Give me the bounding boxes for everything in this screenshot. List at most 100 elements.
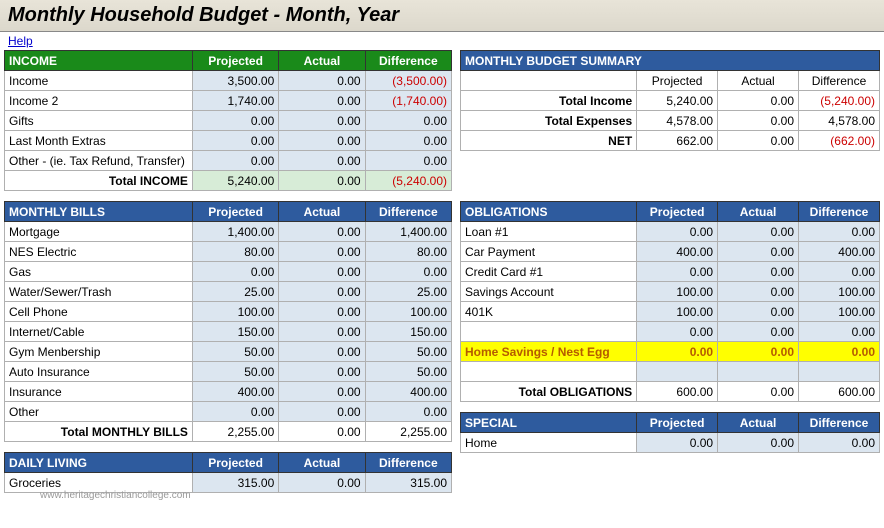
- cell-difference[interactable]: 400.00: [365, 382, 451, 402]
- table-row: Water/Sewer/Trash25.000.0025.00: [5, 282, 452, 302]
- home-savings-difference[interactable]: 0.00: [799, 342, 880, 362]
- cell-difference[interactable]: 0.00: [365, 111, 451, 131]
- cell-projected[interactable]: 400.00: [637, 242, 718, 262]
- cell-difference[interactable]: (5,240.00): [799, 91, 880, 111]
- cell-difference[interactable]: 315.00: [365, 473, 451, 493]
- cell-actual[interactable]: 0.00: [718, 433, 799, 453]
- cell-difference[interactable]: 0.00: [365, 131, 451, 151]
- cell-actual[interactable]: 0.00: [279, 402, 365, 422]
- cell-projected[interactable]: 0.00: [637, 262, 718, 282]
- cell-projected[interactable]: 4,578.00: [637, 111, 718, 131]
- cell-actual[interactable]: 0.00: [279, 222, 365, 242]
- help-row: Help: [0, 32, 884, 50]
- table-row: Home0.000.000.00: [461, 433, 880, 453]
- cell-projected[interactable]: 50.00: [192, 342, 278, 362]
- row-label: Income: [5, 71, 193, 91]
- cell-projected[interactable]: 0.00: [637, 222, 718, 242]
- row-label: NET: [461, 131, 637, 151]
- cell-actual[interactable]: 0.00: [279, 382, 365, 402]
- cell-difference[interactable]: 1,400.00: [365, 222, 451, 242]
- cell-projected[interactable]: 100.00: [192, 302, 278, 322]
- cell-difference[interactable]: (1,740.00): [365, 91, 451, 111]
- monthly-bills-total-difference[interactable]: 2,255.00: [365, 422, 451, 442]
- income-total-actual[interactable]: 0.00: [279, 171, 365, 191]
- obligations-total-difference[interactable]: 600.00: [799, 382, 880, 402]
- cell-actual[interactable]: 0.00: [279, 362, 365, 382]
- cell-actual[interactable]: 0.00: [718, 262, 799, 282]
- cell-projected[interactable]: 100.00: [637, 302, 718, 322]
- cell-projected[interactable]: 662.00: [637, 131, 718, 151]
- cell-difference[interactable]: 100.00: [799, 302, 880, 322]
- cell-difference[interactable]: 25.00: [365, 282, 451, 302]
- cell-difference[interactable]: 0.00: [799, 433, 880, 453]
- cell-difference[interactable]: 0.00: [799, 322, 880, 342]
- cell-actual[interactable]: 0.00: [279, 242, 365, 262]
- cell-difference[interactable]: (3,500.00): [365, 71, 451, 91]
- cell-difference[interactable]: 4,578.00: [799, 111, 880, 131]
- cell-actual[interactable]: 0.00: [279, 342, 365, 362]
- cell-difference[interactable]: 100.00: [365, 302, 451, 322]
- obligations-total-actual[interactable]: 0.00: [718, 382, 799, 402]
- cell-actual[interactable]: 0.00: [718, 322, 799, 342]
- cell-actual[interactable]: 0.00: [718, 131, 799, 151]
- summary-table: MONTHLY BUDGET SUMMARY Projected Actual …: [460, 50, 880, 151]
- cell-projected[interactable]: 25.00: [192, 282, 278, 302]
- cell-projected[interactable]: 0.00: [637, 322, 718, 342]
- cell-projected[interactable]: 0.00: [637, 433, 718, 453]
- table-row: Groceries315.000.00315.00: [5, 473, 452, 493]
- cell-actual[interactable]: 0.00: [718, 242, 799, 262]
- cell-actual[interactable]: 0.00: [279, 322, 365, 342]
- cell-difference[interactable]: 400.00: [799, 242, 880, 262]
- cell-difference[interactable]: 0.00: [365, 151, 451, 171]
- monthly-bills-total-projected[interactable]: 2,255.00: [192, 422, 278, 442]
- cell-difference[interactable]: 50.00: [365, 362, 451, 382]
- cell-actual[interactable]: 0.00: [279, 302, 365, 322]
- cell-actual[interactable]: 0.00: [718, 282, 799, 302]
- cell-difference[interactable]: 100.00: [799, 282, 880, 302]
- cell-difference[interactable]: 0.00: [799, 262, 880, 282]
- cell-actual[interactable]: 0.00: [718, 222, 799, 242]
- cell-difference[interactable]: 50.00: [365, 342, 451, 362]
- cell-actual[interactable]: 0.00: [279, 262, 365, 282]
- cell-projected[interactable]: 5,240.00: [637, 91, 718, 111]
- cell-actual[interactable]: 0.00: [279, 282, 365, 302]
- cell-difference[interactable]: 150.00: [365, 322, 451, 342]
- home-savings-actual[interactable]: 0.00: [718, 342, 799, 362]
- cell-projected[interactable]: 80.00: [192, 242, 278, 262]
- cell-difference[interactable]: 0.00: [365, 402, 451, 422]
- cell-actual[interactable]: 0.00: [718, 91, 799, 111]
- cell-projected[interactable]: 0.00: [192, 111, 278, 131]
- cell-projected[interactable]: 0.00: [192, 262, 278, 282]
- cell-projected[interactable]: 400.00: [192, 382, 278, 402]
- cell-projected[interactable]: 3,500.00: [192, 71, 278, 91]
- cell-projected[interactable]: 315.00: [192, 473, 278, 493]
- cell-projected[interactable]: 150.00: [192, 322, 278, 342]
- cell-projected[interactable]: 1,400.00: [192, 222, 278, 242]
- cell-projected[interactable]: 1,740.00: [192, 91, 278, 111]
- cell-actual[interactable]: 0.00: [279, 111, 365, 131]
- cell-difference[interactable]: 0.00: [799, 222, 880, 242]
- cell-actual[interactable]: 0.00: [279, 473, 365, 493]
- income-total-difference[interactable]: (5,240.00): [365, 171, 451, 191]
- table-row: 401K100.000.00100.00: [461, 302, 880, 322]
- cell-difference[interactable]: 0.00: [365, 262, 451, 282]
- cell-actual[interactable]: 0.00: [279, 71, 365, 91]
- cell-projected[interactable]: 0.00: [192, 151, 278, 171]
- cell-projected[interactable]: 0.00: [192, 131, 278, 151]
- cell-projected[interactable]: 0.00: [192, 402, 278, 422]
- monthly-bills-total-actual[interactable]: 0.00: [279, 422, 365, 442]
- cell-actual[interactable]: 0.00: [279, 131, 365, 151]
- row-label: Gifts: [5, 111, 193, 131]
- income-total-projected[interactable]: 5,240.00: [192, 171, 278, 191]
- cell-actual[interactable]: 0.00: [718, 111, 799, 131]
- cell-actual[interactable]: 0.00: [279, 91, 365, 111]
- home-savings-projected[interactable]: 0.00: [637, 342, 718, 362]
- cell-projected[interactable]: 100.00: [637, 282, 718, 302]
- cell-actual[interactable]: 0.00: [718, 302, 799, 322]
- cell-actual[interactable]: 0.00: [279, 151, 365, 171]
- cell-difference[interactable]: 80.00: [365, 242, 451, 262]
- cell-projected[interactable]: 50.00: [192, 362, 278, 382]
- cell-difference[interactable]: (662.00): [799, 131, 880, 151]
- obligations-total-projected[interactable]: 600.00: [637, 382, 718, 402]
- help-link[interactable]: Help: [8, 34, 33, 48]
